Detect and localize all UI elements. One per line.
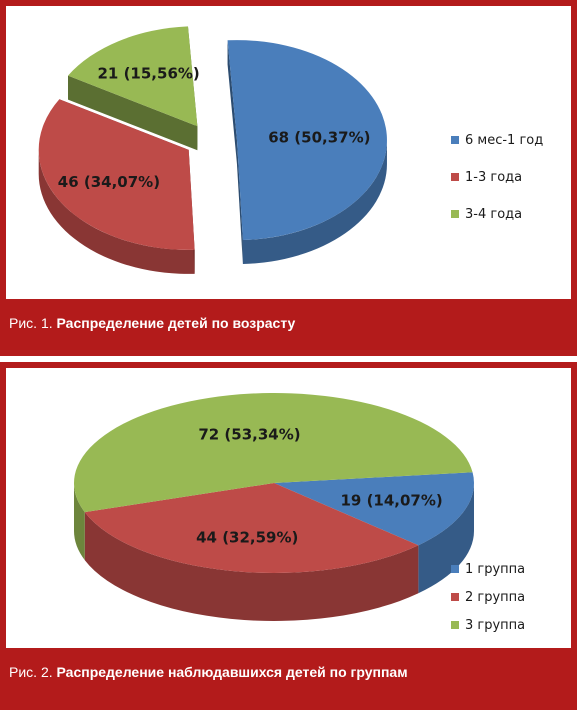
figure-2-caption: Рис. 2. Распределение наблюдавшихся дете… [9,664,408,680]
chart-panel-2: 19 (14,07%) 44 (32,59%) 72 (53,34%) 1 груп… [6,368,571,648]
pie2-data-label-2: 72 (53,34%) [198,426,300,444]
pie1-slice-edge-2-0 [67,75,198,151]
pie1-slice-1 [38,99,195,250]
pie1-slice-side-0 [242,140,387,265]
pie2-legend-label-0: 1 группа [465,562,525,577]
pie1-data-label-2: 21 (15,56%) [97,64,199,82]
pie2-slice-1 [84,483,419,573]
pie1-legend-swatch-1 [451,173,459,181]
pie2-slice-0 [274,472,474,546]
pie2-legend-label-2: 3 группа [465,618,525,633]
caption-1-text: Распределение детей по возрасту [56,315,296,331]
pie1-legend-label-0: 6 мес-1 год [465,133,543,148]
pie1-data-label-0: 68 (50,37%) [268,128,370,146]
figure-1-caption: Рис. 1. Распределение детей по возрасту [9,315,295,331]
pie2-slice-2 [74,393,473,513]
pie1-legend-swatch-0 [451,136,459,144]
pie1-slice-side-1 [38,149,195,274]
pie2-slice-side-2 [74,483,85,561]
pie2-slice-side-1 [84,512,419,621]
pie1-legend-swatch-2 [451,210,459,218]
pie2-legend-label-1: 2 группа [465,590,525,605]
pie2-legend-swatch-1 [451,593,459,601]
pie1-legend-label-1: 1-3 года [465,170,522,185]
caption-2-text: Распределение наблюдавшихся детей по гру… [56,664,408,680]
pie2-data-label-1: 44 (32,59%) [196,528,298,546]
figure-1: 68 (50,37%) 46 (34,07%) 21 (15,56%) 6 мес-… [0,0,577,356]
pie2-slice-side-0 [418,483,474,594]
caption-1-prefix: Рис. 1. [9,315,53,331]
pie2-legend-swatch-0 [451,565,459,573]
pie1-slice-0 [227,40,387,241]
pie-chart-1: 68 (50,37%) 46 (34,07%) 21 (15,56%) 6 мес-… [38,26,543,274]
pie2-legend-swatch-2 [451,621,459,629]
figure-2: 19 (14,07%) 44 (32,59%) 72 (53,34%) 1 груп… [0,362,577,710]
pie1-data-label-1: 46 (34,07%) [58,173,160,191]
pie-chart-2: 19 (14,07%) 44 (32,59%) 72 (53,34%) 1 груп… [74,393,525,633]
caption-2-prefix: Рис. 2. [9,664,53,680]
pie1-slice-edge-0-0 [227,40,237,165]
pie1-slice-2 [67,26,198,127]
pie1-legend-label-2: 3-4 года [465,207,522,222]
chart-panel-1: 68 (50,37%) 46 (34,07%) 21 (15,56%) 6 мес-… [6,6,571,299]
pie2-data-label-0: 19 (14,07%) [340,492,442,510]
pie1-slice-edge-0-1 [236,140,243,265]
